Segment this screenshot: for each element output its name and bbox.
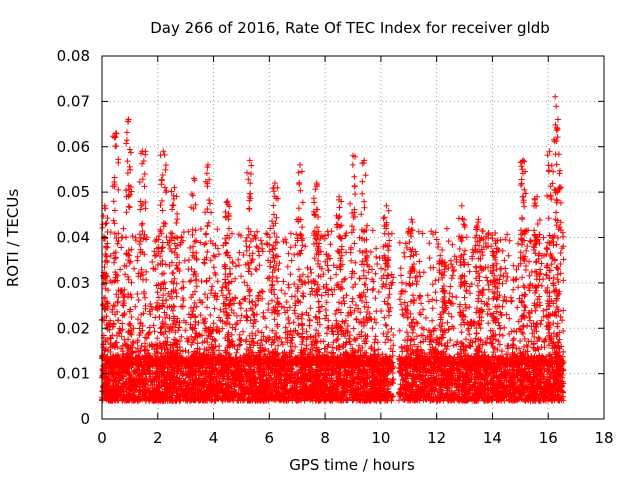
chart-title: Day 266 of 2016, Rate Of TEC Index for r… [150, 19, 550, 37]
data-series [99, 93, 567, 404]
data-point [396, 397, 402, 404]
grid [102, 56, 604, 419]
